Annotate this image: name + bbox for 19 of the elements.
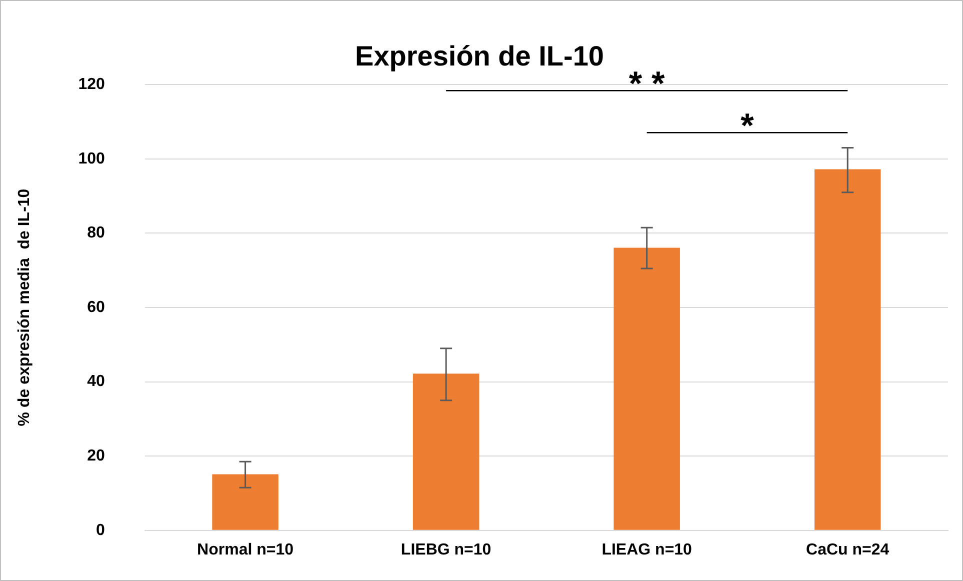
y-tick-label: 20 — [87, 448, 105, 465]
x-tick-label: LIEBG n=10 — [400, 541, 492, 558]
bar — [614, 248, 680, 530]
y-tick-label: 0 — [96, 522, 105, 539]
y-tick-label: 40 — [87, 373, 105, 390]
y-tick-label: 120 — [78, 76, 105, 94]
y-axis-title: % de expresión media de IL-10 — [16, 188, 34, 426]
bar — [212, 474, 278, 530]
y-tick-label: 100 — [78, 150, 105, 168]
x-tick-label: LIEAG n=10 — [602, 541, 692, 558]
chart-title: Expresión de IL-10 — [355, 40, 604, 72]
bar — [412, 374, 480, 530]
bar — [814, 169, 881, 530]
annotation: * — [740, 106, 755, 145]
x-tick-label: CaCu n=24 — [806, 541, 890, 558]
y-tick-label: 80 — [87, 224, 105, 242]
annotation: * * — [628, 64, 666, 103]
x-tick-label: Normal n=10 — [197, 541, 294, 558]
y-tick-label: 60 — [87, 298, 105, 316]
